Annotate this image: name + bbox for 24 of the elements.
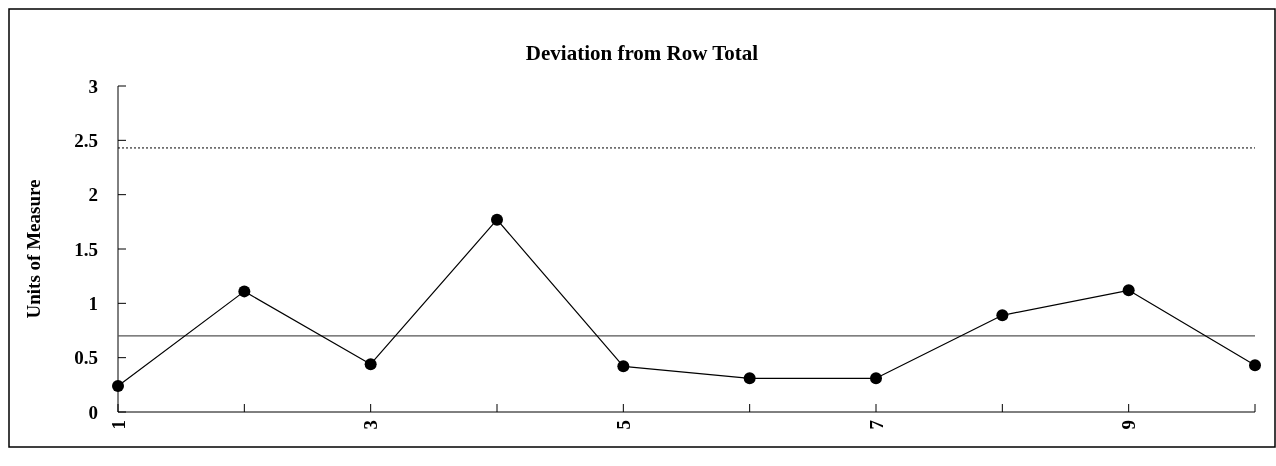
point xyxy=(996,309,1009,322)
point xyxy=(238,285,251,298)
point xyxy=(1249,359,1261,372)
x-tick-label: 9 xyxy=(1118,420,1140,430)
y-tick-label: 2 xyxy=(88,184,98,206)
chart-title: Deviation from Row Total xyxy=(525,41,759,65)
x-tick-label: 5 xyxy=(612,420,634,430)
point xyxy=(743,372,756,385)
y-tick-label: 0.5 xyxy=(74,347,98,369)
point xyxy=(364,358,377,371)
point xyxy=(617,360,630,373)
y-tick-label: 2.5 xyxy=(74,129,98,151)
point xyxy=(1122,284,1135,297)
y-tick-label: 1.5 xyxy=(74,238,98,260)
x-tick-label: 7 xyxy=(865,419,887,430)
point xyxy=(112,379,124,392)
point xyxy=(491,213,503,226)
x-tick-label: 1 xyxy=(107,420,129,430)
x-tick-label: 3 xyxy=(360,420,382,430)
y-axis-title: Units of Measure xyxy=(23,179,44,319)
y-tick-label: 1 xyxy=(88,292,98,314)
point xyxy=(870,372,882,385)
y-tick-label: 0 xyxy=(88,401,98,423)
y-tick-label: 3 xyxy=(88,75,98,97)
